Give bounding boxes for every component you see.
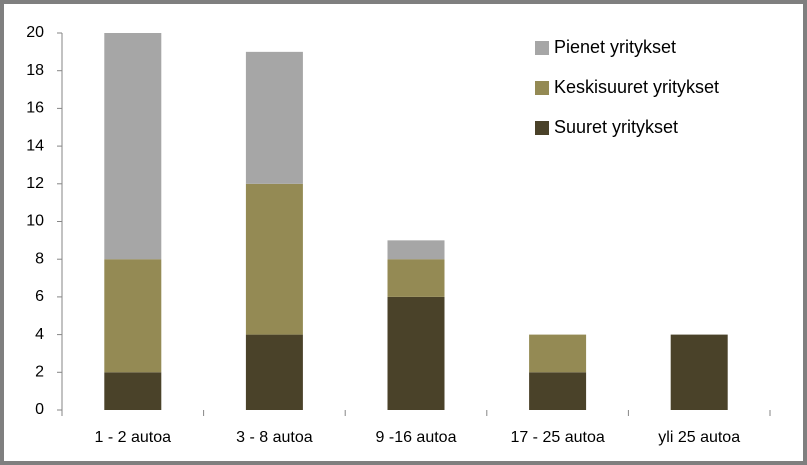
- bars: [104, 33, 728, 410]
- y-tick-label: 8: [35, 250, 44, 267]
- axes: 0 2 4 6 8 10 12 14 16 18 20 1 - 2 autoa 3 - 8 autoa 9…: [26, 24, 771, 446]
- bar-segment: [104, 33, 162, 260]
- bar-segment: [387, 296, 445, 410]
- legend: Suuret yritykset Keskisuuret yritykset Pie…: [535, 37, 719, 137]
- bar-segment: [529, 372, 587, 410]
- bar-segment: [104, 372, 162, 410]
- bar-segment: [104, 259, 162, 373]
- y-tick-label: 10: [26, 213, 44, 230]
- x-tick-label: 3 - 8 autoa: [236, 429, 313, 446]
- legend-swatch: [535, 41, 549, 55]
- y-tick-label: 20: [26, 24, 44, 41]
- y-tick-label: 4: [35, 326, 44, 343]
- y-tick-label: 14: [26, 137, 44, 154]
- legend-label: Keskisuuret yritykset: [554, 77, 719, 97]
- x-tick-label: 17 - 25 autoa: [510, 429, 604, 446]
- y-tick-label: 12: [26, 175, 44, 192]
- bar-segment: [670, 334, 728, 410]
- y-tick-label: 6: [35, 288, 44, 305]
- y-tick-label: 2: [35, 364, 44, 381]
- x-tick-label: 1 - 2 autoa: [95, 429, 172, 446]
- y-tick-label: 0: [35, 401, 44, 418]
- legend-swatch: [535, 81, 549, 95]
- bar-segment: [245, 334, 303, 410]
- x-tick-label: yli 25 autoa: [658, 429, 740, 446]
- legend-label: Suuret yritykset: [554, 117, 678, 137]
- y-tick-label: 18: [26, 62, 44, 79]
- bar-segment: [387, 259, 445, 297]
- legend-label: Pienet yritykset: [554, 37, 676, 57]
- bar-segment: [529, 334, 587, 373]
- x-tick-label: 9 -16 autoa: [376, 429, 457, 446]
- y-tick-label: 16: [26, 100, 44, 117]
- bar-segment: [245, 183, 303, 335]
- bar-segment: [245, 51, 303, 184]
- legend-swatch: [535, 121, 549, 135]
- bar-segment: [387, 240, 445, 260]
